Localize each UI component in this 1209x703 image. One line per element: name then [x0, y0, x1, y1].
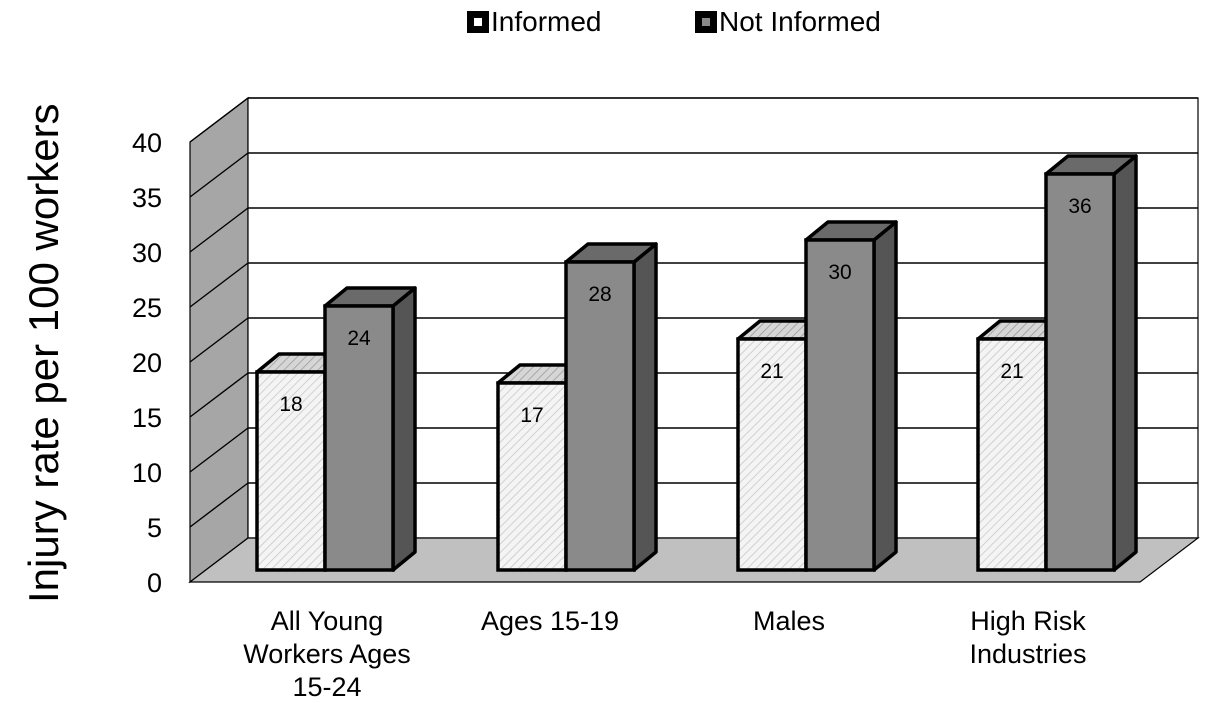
x-tick-label: Males [753, 606, 825, 636]
y-tick-labels: 0 5 10 15 20 25 30 35 40 [132, 128, 162, 598]
bar-front [255, 370, 327, 572]
gridline-side [189, 317, 249, 363]
x-tick-labels: All Young Workers Ages 15-24 Ages 15-19 Male… [243, 606, 1086, 702]
gridline-side [189, 427, 249, 473]
y-tick-label: 0 [147, 568, 162, 598]
bar-not-informed: 30 [804, 220, 898, 572]
bar-side [632, 242, 658, 572]
gridline-side [189, 262, 249, 308]
legend-label-informed: Informed [491, 6, 602, 37]
bar-front [976, 337, 1048, 572]
bar-not-informed: 36 [1044, 154, 1138, 572]
bar-not-informed: 28 [564, 242, 658, 572]
legend: Informed Not Informed [0, 6, 1209, 42]
y-tick-label: 10 [132, 458, 162, 488]
legend-item-not-informed: Not Informed [695, 6, 881, 38]
y-tick-label: 40 [132, 128, 162, 158]
legend-item-informed: Informed [467, 6, 602, 38]
bars: 18 24 17 28 21 30 21 36 [255, 154, 1138, 572]
y-tick-label: 25 [132, 293, 162, 323]
data-label: 17 [520, 404, 543, 427]
y-tick-label: 15 [132, 403, 162, 433]
bar-not-informed: 24 [323, 286, 417, 572]
y-tick-label: 5 [147, 513, 162, 543]
data-label: 21 [760, 360, 783, 383]
bar-front [323, 304, 395, 572]
data-label: 36 [1068, 195, 1091, 218]
data-label: 18 [279, 393, 302, 416]
bar-front [804, 238, 876, 572]
gridline-side [189, 97, 249, 143]
legend-swatch-informed [467, 11, 489, 33]
bar-front [1044, 172, 1116, 572]
legend-label-not-informed: Not Informed [719, 6, 881, 37]
legend-swatch-not-informed [695, 11, 717, 33]
data-label: 30 [828, 261, 851, 284]
gridline-side [189, 152, 249, 198]
gridline-side [189, 207, 249, 253]
data-label: 24 [347, 327, 371, 350]
bar-side [872, 220, 898, 572]
data-label: 21 [1000, 360, 1023, 383]
bar-side [391, 286, 417, 572]
gridline-side [189, 372, 249, 418]
data-label: 28 [588, 283, 611, 306]
x-tick-label: Ages 15-19 [481, 606, 619, 636]
floor [188, 537, 1200, 583]
x-tick-label: High Risk Industries [969, 606, 1086, 669]
y-tick-label: 30 [132, 238, 162, 268]
bar-side [1112, 154, 1138, 572]
bar-front [496, 381, 568, 572]
x-tick-label: All Young Workers Ages 15-24 [243, 606, 411, 702]
bar-front [564, 260, 636, 572]
y-tick-label: 35 [132, 183, 162, 213]
y-tick-label: 20 [132, 348, 162, 378]
gridline-side [189, 482, 249, 528]
